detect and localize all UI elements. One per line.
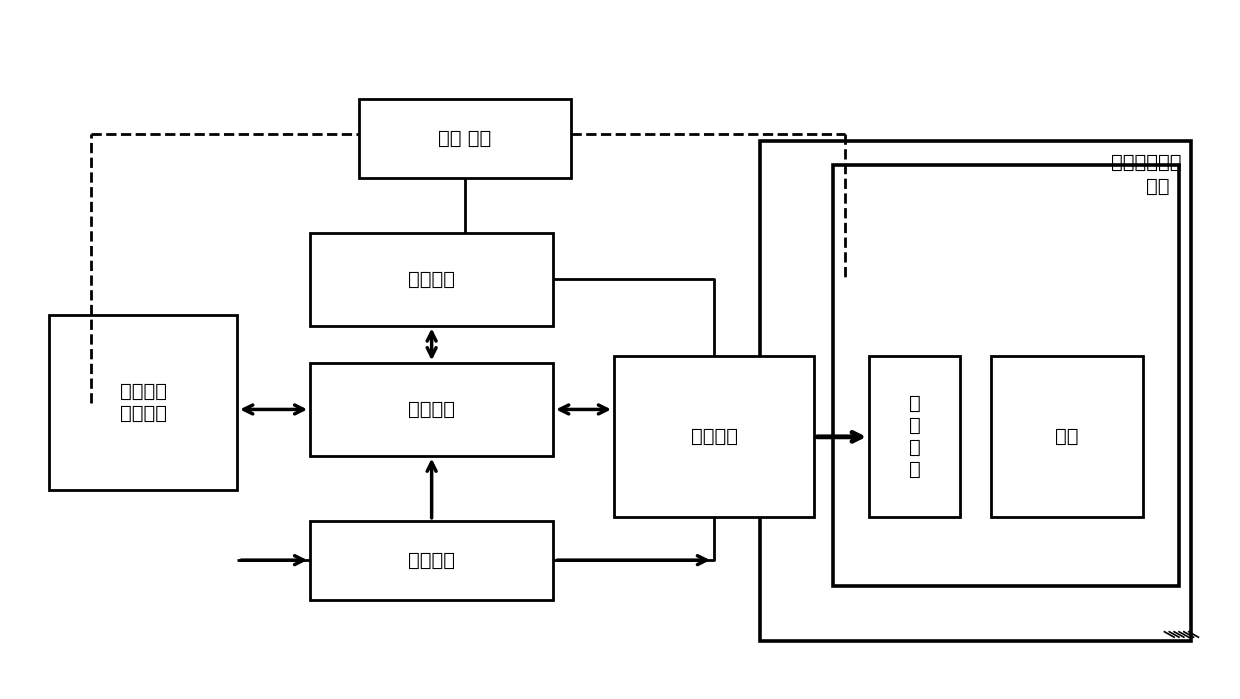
FancyBboxPatch shape: [358, 99, 572, 178]
Text: 调谐模块: 调谐模块: [691, 427, 738, 447]
Text: 射频功率
输出模块: 射频功率 输出模块: [119, 382, 166, 423]
FancyBboxPatch shape: [991, 356, 1142, 517]
Text: 腔体: 腔体: [1146, 177, 1169, 196]
Text: 散热 系统: 散热 系统: [439, 129, 492, 148]
FancyBboxPatch shape: [310, 363, 553, 456]
Text: 测量模块: 测量模块: [408, 551, 455, 570]
Text: 食物: 食物: [1055, 427, 1079, 447]
FancyBboxPatch shape: [310, 521, 553, 600]
FancyBboxPatch shape: [614, 356, 815, 517]
Text: 电调辐射装置: 电调辐射装置: [1111, 153, 1182, 172]
Text: 控制单元: 控制单元: [408, 400, 455, 419]
Text: 辐
射
组
件: 辐 射 组 件: [909, 394, 920, 480]
FancyBboxPatch shape: [869, 356, 960, 517]
FancyBboxPatch shape: [310, 233, 553, 326]
FancyBboxPatch shape: [832, 164, 1179, 586]
FancyBboxPatch shape: [760, 140, 1192, 640]
Text: 电源模块: 电源模块: [408, 270, 455, 289]
FancyBboxPatch shape: [48, 315, 237, 490]
